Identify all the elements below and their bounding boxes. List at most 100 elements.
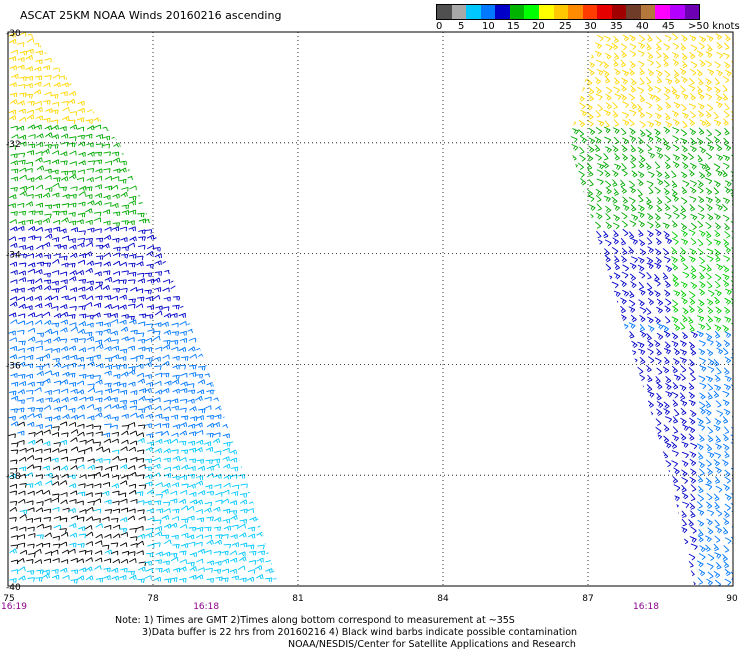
wind-barb (266, 379, 274, 385)
wind-barb (85, 295, 94, 301)
wind-barb (603, 486, 610, 494)
wind-barb (10, 381, 19, 387)
wind-barb (179, 277, 188, 283)
wind-barb (104, 66, 112, 72)
wind-barb (78, 212, 86, 218)
wind-barb (665, 390, 673, 398)
wind-barb (586, 120, 594, 127)
wind-barb (154, 380, 162, 386)
wind-barb (272, 152, 279, 158)
wind-barb (35, 226, 44, 232)
wind-barb (137, 509, 145, 515)
wind-barb (204, 549, 212, 555)
wind-barb (137, 338, 146, 344)
wind-barb (85, 575, 94, 581)
wind-barb (247, 117, 255, 123)
wind-barb (205, 94, 214, 99)
wind-barb (43, 448, 52, 453)
wind-barb (42, 490, 51, 495)
wind-barb (706, 492, 713, 501)
wind-barb (263, 92, 271, 98)
wind-barb (697, 475, 704, 483)
wind-barb (170, 340, 179, 345)
wind-barb (724, 375, 732, 382)
wind-barb (264, 347, 272, 353)
wind-barb (605, 205, 612, 213)
wind-barb (163, 482, 171, 488)
wind-barb (612, 145, 619, 153)
wind-barb (647, 451, 654, 459)
wind-barb (605, 323, 612, 331)
wind-barb (163, 43, 172, 49)
wind-barb (714, 384, 722, 392)
wind-barb (8, 330, 16, 336)
wind-barb (215, 491, 223, 497)
wind-barb (663, 347, 671, 355)
wind-barb (603, 534, 611, 542)
wind-barb (77, 259, 86, 265)
wind-barb (663, 356, 670, 365)
wind-barb (104, 175, 113, 181)
wind-barb (10, 99, 18, 105)
wind-barb (263, 269, 271, 275)
wind-barb (271, 295, 279, 301)
wind-barb (223, 482, 231, 488)
wind-barb (672, 358, 680, 366)
wind-barb (215, 405, 223, 411)
wind-barb (230, 534, 238, 540)
wind-barb (180, 201, 188, 207)
wind-barb (628, 197, 636, 204)
wind-barb (629, 468, 637, 476)
wind-barb (688, 553, 696, 561)
wind-barb (722, 390, 730, 398)
wind-barb (723, 42, 730, 50)
wind-barb (155, 48, 164, 54)
wind-barb (663, 43, 670, 51)
wind-barb (8, 203, 16, 208)
wind-barb (689, 451, 697, 458)
latitude-label: -34 (6, 251, 21, 261)
wind-barb (254, 492, 263, 498)
wind-barb (638, 229, 644, 237)
wind-barb (272, 551, 279, 557)
wind-barb (206, 414, 215, 420)
wind-barb (198, 408, 206, 414)
wind-barb (637, 50, 645, 57)
wind-barb (78, 253, 87, 259)
wind-barb (188, 158, 196, 164)
wind-barb (87, 102, 96, 108)
wind-barb (138, 346, 146, 352)
wind-barb (188, 194, 196, 200)
wind-barb (85, 186, 93, 192)
wind-barb (240, 508, 248, 514)
wind-barb (638, 561, 645, 569)
wind-barb (70, 354, 78, 360)
wind-barb (121, 314, 129, 319)
wind-barb (96, 143, 104, 149)
wind-barb (273, 99, 279, 105)
wind-barb (639, 306, 647, 314)
legend-swatch (480, 5, 496, 19)
wind-barb (568, 298, 576, 306)
wind-barb (699, 357, 706, 365)
wind-barb (26, 559, 34, 564)
wind-barb (110, 184, 119, 190)
wind-barb (699, 365, 707, 372)
wind-barb (706, 349, 714, 357)
wind-barb (154, 39, 163, 44)
wind-barb (172, 101, 180, 107)
wind-barb (690, 213, 698, 221)
wind-barb (70, 388, 78, 394)
wind-barb (93, 441, 102, 447)
wind-barb (588, 86, 595, 95)
wind-barb (569, 118, 577, 126)
wind-barb (178, 364, 187, 370)
wind-barb (76, 219, 84, 225)
wind-barb (172, 388, 180, 394)
wind-barb (688, 367, 695, 375)
wind-barb (10, 153, 18, 159)
wind-barb (664, 171, 670, 180)
wind-barb (699, 146, 706, 154)
wind-barb (44, 228, 52, 233)
wind-barb (707, 451, 715, 459)
